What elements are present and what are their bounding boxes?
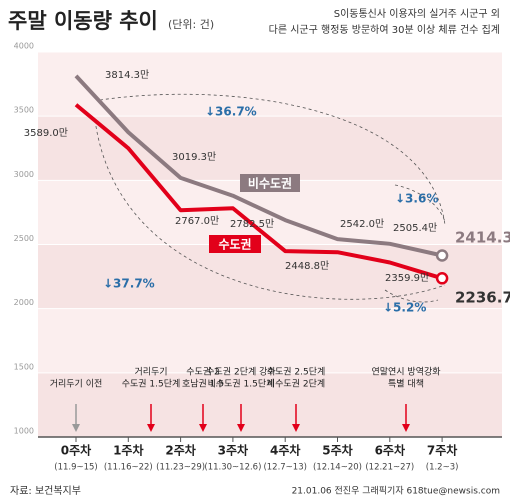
grid-band — [38, 308, 502, 373]
grid-band — [38, 244, 502, 309]
data-label: 2414.3만 — [455, 229, 510, 247]
x-tick-label: 2주차 — [165, 443, 195, 458]
chart-subtitle: (단위: 건) — [168, 18, 214, 31]
date-label: (11.23~29) — [156, 463, 205, 473]
dashed-arrow — [394, 184, 446, 223]
change-label: ↓36.7% — [205, 105, 257, 119]
y-tick-label: 1500 — [14, 362, 34, 371]
series-line — [74, 74, 443, 258]
data-label: 2542.0만 — [340, 218, 384, 230]
x-tick-label: 0주차 — [61, 443, 91, 458]
data-label: 3814.3만 — [105, 69, 149, 81]
date-label: (12.14~20) — [313, 463, 362, 473]
event-label: 비수도권 1.5단계 — [208, 378, 275, 390]
event-arrowhead — [199, 424, 207, 432]
data-label: 2767.0만 — [175, 215, 219, 227]
x-tick-label: 6주차 — [375, 443, 405, 458]
y-tick-label: 2500 — [14, 234, 34, 243]
legend-label: 수도권 — [218, 238, 251, 252]
data-label: 2782.5만 — [230, 218, 274, 230]
x-tick-label: 4주차 — [270, 443, 300, 458]
change-label: ↓37.7% — [103, 277, 155, 291]
data-label: 2505.4만 — [393, 222, 437, 234]
data-label: 2236.7만 — [455, 289, 510, 307]
date-label: (11.30~12.6) — [204, 463, 261, 473]
event-label: 연말연시 방역강화 — [371, 366, 440, 378]
dashed-arrow — [384, 289, 439, 303]
note: 다른 시군구 행정동 방문하여 30분 이상 체류 건수 집계 — [269, 23, 500, 36]
date-label: (12.21~27) — [365, 463, 414, 473]
note: S이동통신사 이용자의 실거주 시군구 외 — [334, 8, 500, 20]
legend-box — [240, 174, 300, 192]
event-label: 호남권 1.5 — [182, 378, 224, 390]
event-arrowhead — [402, 424, 410, 432]
change-label: ↓3.6% — [395, 192, 438, 206]
legend-label: 비수도권 — [248, 176, 292, 191]
legend-box — [209, 235, 261, 253]
date-label: (11.9~15) — [54, 463, 98, 473]
y-tick-label: 3000 — [14, 170, 34, 179]
x-tick-label: 3주차 — [218, 443, 248, 458]
x-tick-label: 1주차 — [113, 443, 143, 458]
event-label: 비수도권 2단계 — [267, 378, 325, 390]
event-label: 특별 대책 — [388, 378, 424, 390]
credit: 21.01.06 전진우 그래픽기자 618tue@newsis.com — [292, 486, 500, 497]
date-label: (12.7~13) — [263, 463, 307, 473]
y-tick-label: 2000 — [14, 298, 34, 307]
grid-band — [38, 52, 502, 117]
dashed-arrow — [94, 119, 446, 300]
data-point — [435, 272, 449, 285]
event-label: 거리두기 이전 — [50, 379, 103, 390]
event-label: 수도권 2단계 강화 — [206, 366, 275, 378]
event-label: 거리두기 — [134, 367, 167, 378]
chart-title: 주말 이동량 추이 — [8, 9, 158, 33]
y-tick-label: 4000 — [14, 42, 34, 51]
data-label: 3589.0만 — [24, 127, 68, 139]
grid-band — [38, 116, 502, 181]
x-tick-label: 5주차 — [322, 443, 352, 458]
data-label: 3019.3만 — [172, 151, 216, 163]
change-label: ↓5.2% — [383, 301, 426, 315]
date-label: (1.2~3) — [426, 463, 459, 473]
x-tick-label: 7주차 — [427, 443, 457, 458]
data-point — [435, 249, 449, 262]
event-label: 수도권 1.5단계 — [122, 378, 181, 390]
y-tick-label: 1000 — [14, 427, 34, 436]
event-label: 수도권 2.5단계 — [267, 366, 326, 378]
data-label: 2359.9만 — [385, 272, 429, 284]
dashed-arrow — [99, 93, 446, 226]
event-arrowhead — [237, 424, 245, 432]
event-arrowhead — [147, 424, 155, 432]
event-arrowhead — [292, 424, 300, 432]
series-line — [74, 103, 443, 281]
event-arrowhead — [72, 424, 80, 432]
source: 자료: 보건복지부 — [10, 485, 81, 497]
date-label: (11.16~22) — [104, 463, 153, 473]
event-label: 수도권 2 — [186, 366, 219, 378]
data-label: 2448.8만 — [285, 260, 329, 272]
y-tick-label: 3500 — [14, 106, 34, 115]
grid-band — [38, 372, 502, 437]
